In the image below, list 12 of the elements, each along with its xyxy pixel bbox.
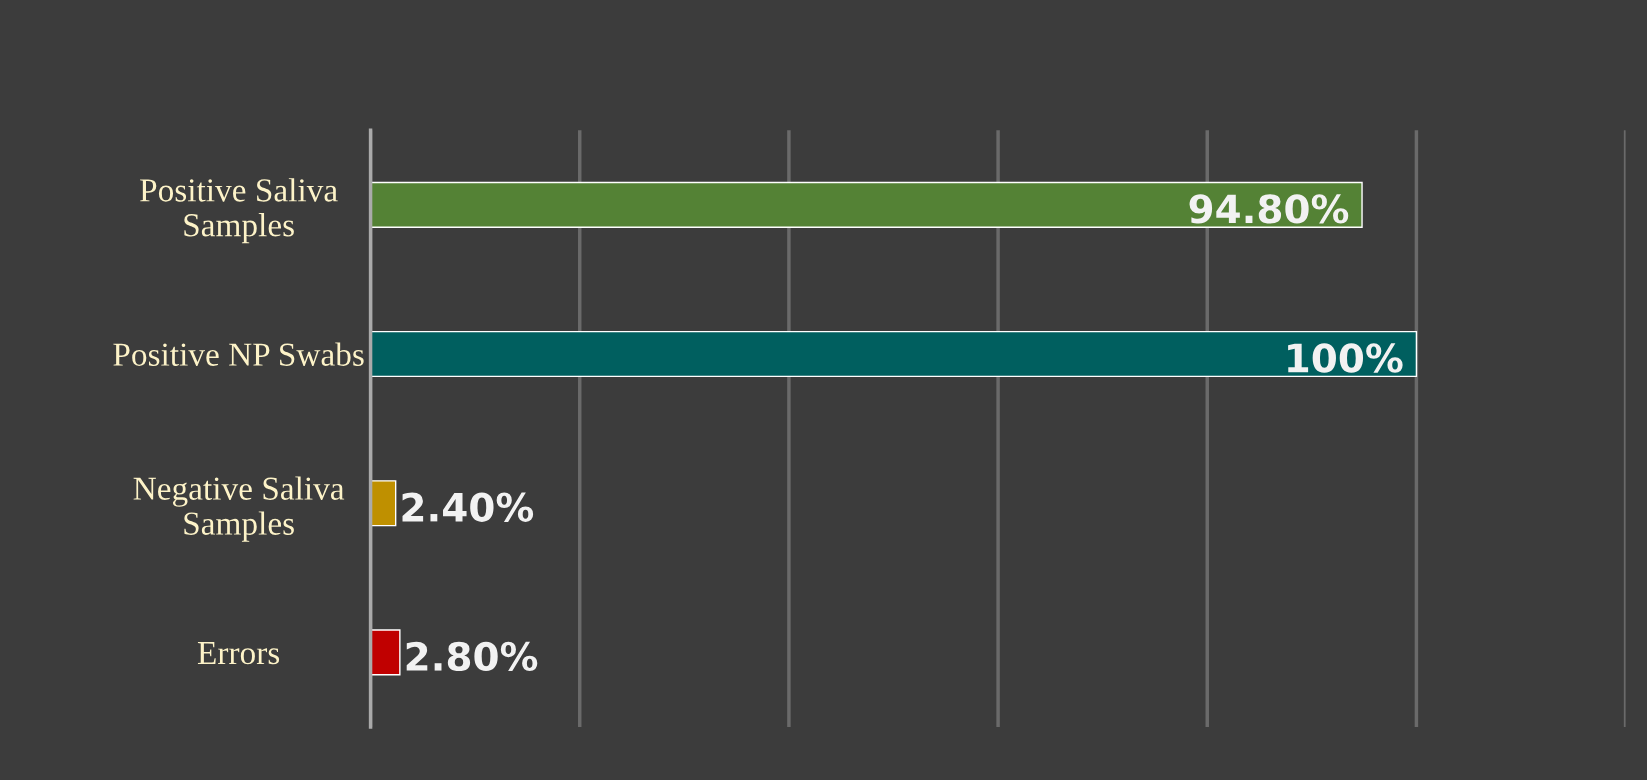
- y-tick-label: Errors: [197, 642, 280, 665]
- y-tick-label: Positive NP Swabs: [113, 342, 364, 366]
- bar: [370, 629, 401, 676]
- bar: [370, 330, 1418, 378]
- y-tick-label: Positive Saliva Samples: [140, 178, 338, 244]
- bar: [370, 480, 397, 527]
- y-tick-label: Negative Saliva Samples: [133, 476, 345, 542]
- data-label: 94.80%: [1189, 194, 1349, 224]
- data-label: 2.80%: [406, 641, 538, 672]
- data-label: 100%: [1288, 343, 1403, 373]
- data-label: 2.40%: [402, 492, 534, 522]
- bar: [370, 181, 1363, 228]
